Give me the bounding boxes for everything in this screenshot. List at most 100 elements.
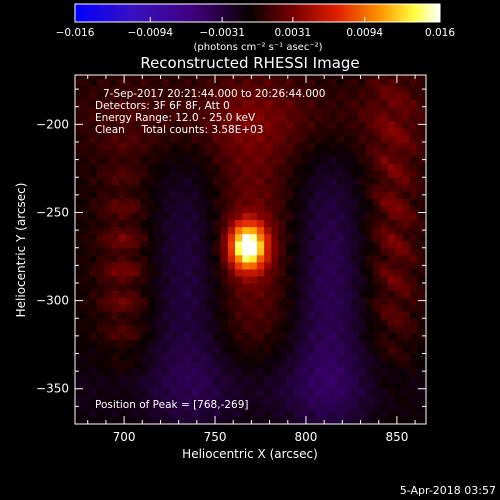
heatmap-cell <box>147 381 156 390</box>
heatmap-cell <box>147 120 156 129</box>
heatmap-cell <box>176 120 185 129</box>
heatmap-cell <box>365 184 374 192</box>
heatmap-cell <box>416 282 425 291</box>
heatmap-cell <box>416 141 425 150</box>
heatmap-cell <box>365 163 374 171</box>
heatmap-cell <box>409 127 418 136</box>
heatmap-cell <box>162 346 171 355</box>
heatmap-cell <box>191 205 200 214</box>
heatmap-cell <box>133 353 142 362</box>
heatmap-cell <box>402 198 411 207</box>
heatmap-cell <box>365 78 374 87</box>
heatmap-cell <box>111 99 120 108</box>
heatmap-cell <box>213 353 222 362</box>
heatmap-cell <box>184 198 192 207</box>
heatmap-cell <box>184 325 192 333</box>
heatmap-cell <box>293 304 302 312</box>
heatmap-cell <box>365 177 374 185</box>
heatmap-cell <box>307 198 316 207</box>
heatmap-cell <box>336 78 345 87</box>
heatmap-cell <box>380 247 389 256</box>
heatmap-cell <box>96 374 105 383</box>
heatmap-cell <box>409 339 418 348</box>
heatmap-cell <box>285 134 294 143</box>
heatmap-cell <box>365 233 374 242</box>
heatmap-cell <box>380 163 389 171</box>
heatmap-cell <box>75 106 83 115</box>
heatmap-cell <box>220 402 229 411</box>
heatmap-cell <box>336 339 345 348</box>
heatmap-cell <box>315 99 323 108</box>
heatmap-cell <box>155 247 163 256</box>
heatmap-cell <box>307 290 316 298</box>
heatmap-cell <box>184 134 192 143</box>
heatmap-cell <box>249 275 258 284</box>
heatmap-cell <box>322 184 331 192</box>
heatmap-cell <box>176 247 185 256</box>
heatmap-cell <box>96 78 105 87</box>
heatmap-cell <box>96 416 105 424</box>
heatmap-cell <box>184 191 192 199</box>
heatmap-cell <box>191 290 200 298</box>
heatmap-cell <box>395 374 403 383</box>
heatmap-cell <box>249 402 258 411</box>
heatmap-cell <box>140 78 149 87</box>
heatmap-cell <box>198 205 207 214</box>
colorbar-tick-label: 0.016 <box>425 27 455 39</box>
heatmap-cell <box>125 360 134 369</box>
heatmap-cell <box>264 141 273 150</box>
heatmap-cell <box>147 106 156 115</box>
heatmap-cell <box>169 141 178 150</box>
heatmap-cell <box>358 353 367 362</box>
heatmap-cell <box>424 318 426 326</box>
heatmap-cell <box>307 304 316 312</box>
heatmap-cell <box>220 332 229 340</box>
heatmap-cell <box>75 198 83 207</box>
heatmap-cell <box>118 416 127 424</box>
heatmap-cell <box>416 78 425 87</box>
heatmap-cell <box>227 127 236 136</box>
heatmap-cell <box>213 297 222 305</box>
heatmap-cell <box>96 99 105 108</box>
heatmap-cell <box>162 212 171 221</box>
heatmap-cell <box>133 177 142 185</box>
heatmap-cell <box>256 120 265 129</box>
heatmap-cell <box>104 402 112 411</box>
heatmap-cell <box>285 290 294 298</box>
heatmap-cell <box>402 304 411 312</box>
heatmap-cell <box>242 78 251 87</box>
heatmap-cell <box>82 198 91 207</box>
heatmap-cell <box>416 219 425 228</box>
heatmap-cell <box>140 177 149 185</box>
heatmap-cell <box>140 141 149 150</box>
heatmap-cell <box>271 332 280 340</box>
heatmap-cell <box>373 367 382 376</box>
heatmap-cell <box>155 233 163 242</box>
heatmap-cell <box>285 311 294 319</box>
heatmap-cell <box>402 99 411 108</box>
heatmap-cell <box>162 275 171 284</box>
heatmap-cell <box>285 268 294 277</box>
heatmap-cell <box>249 325 258 333</box>
heatmap-cell <box>249 170 258 178</box>
heatmap-cell <box>147 311 156 319</box>
heatmap-cell <box>227 388 236 397</box>
heatmap-cell <box>271 113 280 122</box>
heatmap-cell <box>125 177 134 185</box>
heatmap-cell <box>307 163 316 171</box>
heatmap-cell <box>300 367 309 376</box>
heatmap-cell <box>235 78 243 87</box>
heatmap-cell <box>75 388 83 397</box>
heatmap-cell <box>358 184 367 192</box>
heatmap-cell <box>373 156 382 164</box>
heatmap-cell <box>249 332 258 340</box>
heatmap-cell <box>336 177 345 185</box>
heatmap-cell <box>75 346 83 355</box>
heatmap-cell <box>387 85 396 94</box>
heatmap-cell <box>249 78 258 87</box>
heatmap-cell <box>293 360 302 369</box>
heatmap-cell <box>358 149 367 157</box>
heatmap-cell <box>125 318 134 326</box>
heatmap-cell <box>235 304 243 312</box>
heatmap-cell <box>358 127 367 136</box>
